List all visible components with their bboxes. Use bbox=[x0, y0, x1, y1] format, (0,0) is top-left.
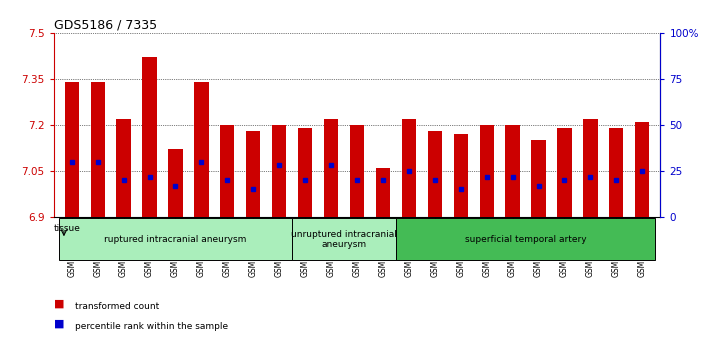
Bar bbox=[402, 119, 416, 217]
Bar bbox=[194, 82, 208, 217]
Bar bbox=[376, 168, 390, 217]
Text: ruptured intracranial aneurysm: ruptured intracranial aneurysm bbox=[104, 235, 246, 244]
Bar bbox=[292, 218, 396, 261]
Bar bbox=[609, 128, 623, 217]
Bar bbox=[350, 125, 364, 217]
Bar bbox=[169, 150, 183, 217]
Bar bbox=[453, 134, 468, 217]
Text: unruptured intracranial
aneurysm: unruptured intracranial aneurysm bbox=[291, 229, 397, 249]
Bar bbox=[531, 140, 545, 217]
Bar bbox=[64, 82, 79, 217]
Bar bbox=[298, 128, 312, 217]
Bar bbox=[91, 82, 105, 217]
Bar bbox=[116, 119, 131, 217]
Bar bbox=[220, 125, 234, 217]
Text: percentile rank within the sample: percentile rank within the sample bbox=[75, 322, 228, 331]
Text: GDS5186 / 7335: GDS5186 / 7335 bbox=[54, 19, 156, 32]
Bar bbox=[396, 218, 655, 261]
Text: superficial temporal artery: superficial temporal artery bbox=[465, 235, 586, 244]
Bar bbox=[324, 119, 338, 217]
Text: ■: ■ bbox=[54, 299, 64, 309]
Bar bbox=[635, 122, 650, 217]
Bar bbox=[558, 128, 572, 217]
Bar bbox=[480, 125, 494, 217]
Bar bbox=[506, 125, 520, 217]
Bar bbox=[59, 218, 292, 261]
Bar bbox=[428, 131, 442, 217]
Bar bbox=[583, 119, 598, 217]
Bar bbox=[272, 125, 286, 217]
Bar bbox=[246, 131, 261, 217]
Text: tissue: tissue bbox=[54, 224, 81, 233]
Text: transformed count: transformed count bbox=[75, 302, 159, 311]
Text: ■: ■ bbox=[54, 319, 64, 329]
Bar bbox=[142, 57, 156, 217]
